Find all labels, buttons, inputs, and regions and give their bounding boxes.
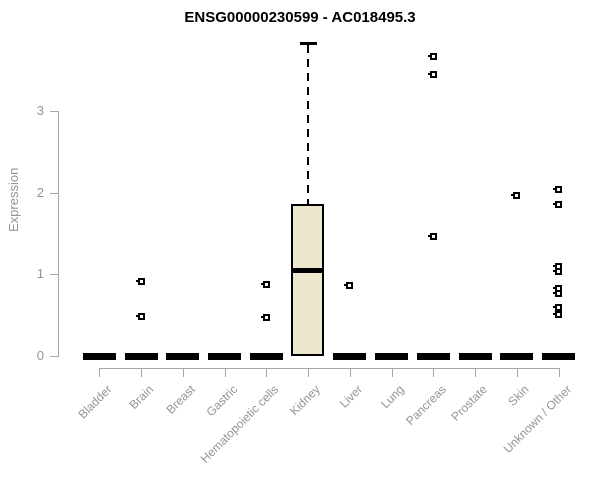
collapsed-box-bar: [124, 352, 158, 360]
y-tick-label: 3: [36, 102, 44, 118]
outlier-point: [427, 70, 437, 78]
x-category-label: Liver: [336, 382, 366, 411]
collapsed-box-bar: [208, 352, 242, 360]
outlier-point: [553, 201, 563, 209]
outlier-point: [553, 310, 563, 318]
collapsed-box-bar: [500, 352, 534, 360]
collapsed-box-bar: [333, 352, 367, 360]
x-category-label: Pancreas: [402, 382, 449, 429]
x-category-label: Hematopoietic cells: [198, 382, 282, 466]
collapsed-box-bar: [458, 352, 492, 360]
x-category-label: Brain: [126, 382, 157, 413]
outlier-point: [553, 267, 563, 275]
x-tick: [349, 368, 351, 377]
collapsed-box-bar: [542, 352, 576, 360]
y-axis-line: [58, 110, 59, 357]
outlier-point: [260, 314, 270, 322]
x-axis-line: [99, 368, 560, 369]
y-tick-label: 0: [36, 348, 44, 363]
box-whisker-cap: [299, 41, 317, 45]
collapsed-box-bar: [375, 352, 409, 360]
x-category-label: Gastric: [202, 382, 240, 420]
outlier-point: [260, 281, 270, 289]
x-tick: [224, 368, 226, 377]
x-tick: [308, 368, 310, 377]
box-median-line: [293, 267, 323, 273]
x-tick: [516, 368, 518, 377]
x-category-label: Prostate: [448, 382, 491, 424]
x-tick: [141, 368, 143, 377]
x-category-label: Bladder: [75, 382, 115, 422]
x-tick: [433, 368, 435, 377]
y-tick: [50, 274, 58, 276]
outlier-point: [427, 52, 437, 60]
outlier-point: [553, 289, 563, 297]
x-tick: [99, 368, 101, 377]
x-tick: [182, 368, 184, 377]
outlier-point: [344, 282, 354, 290]
x-category-label: Breast: [163, 382, 199, 417]
box-plot-box: [291, 204, 325, 356]
outlier-point: [511, 192, 521, 200]
chart-title: ENSG00000230599 - AC018495.3: [184, 9, 416, 26]
x-tick: [558, 368, 560, 377]
y-tick: [50, 356, 58, 357]
y-tick-label: 2: [36, 184, 44, 200]
y-tick: [50, 110, 58, 112]
x-tick: [475, 368, 477, 377]
outlier-point: [135, 313, 145, 321]
x-category-label: Lung: [377, 382, 407, 412]
outlier-point: [553, 304, 563, 312]
x-category-label: Skin: [505, 382, 533, 409]
collapsed-box-bar: [166, 352, 200, 360]
y-tick-label: 1: [36, 266, 44, 282]
box-whisker-line: [307, 44, 310, 205]
x-category-label: Kidney: [287, 382, 324, 419]
outlier-point: [427, 233, 437, 241]
y-axis-label: Expression: [6, 167, 21, 232]
x-tick: [266, 368, 268, 377]
collapsed-box-bar: [82, 352, 116, 360]
collapsed-box-bar: [416, 352, 450, 360]
y-tick: [50, 192, 58, 194]
collapsed-box-bar: [249, 352, 283, 360]
outlier-point: [553, 185, 563, 193]
outlier-point: [135, 278, 145, 286]
x-tick: [391, 368, 393, 377]
